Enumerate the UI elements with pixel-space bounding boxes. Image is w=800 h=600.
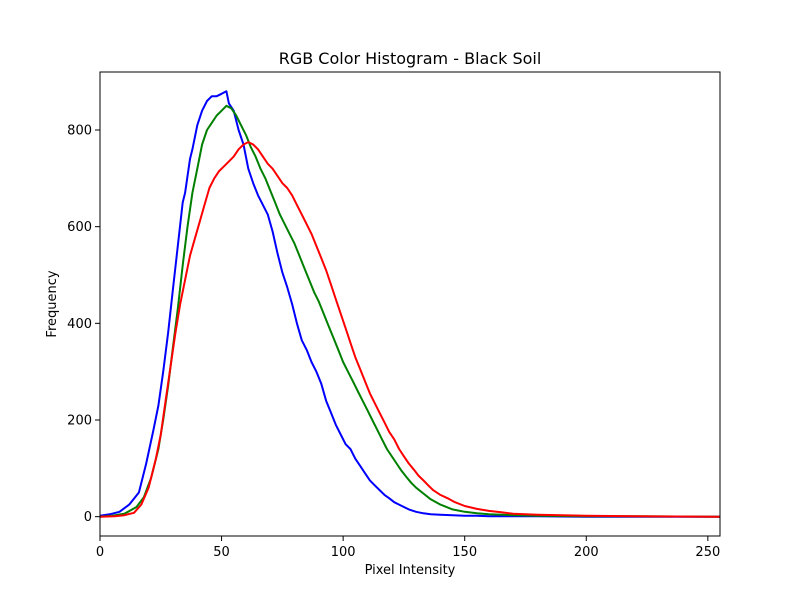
- y-axis-label: Frequency: [45, 270, 60, 337]
- blue-channel-line: [99, 90, 720, 518]
- y-tick-label: 600: [67, 220, 92, 235]
- x-axis-ticks: 0 50 100 150 200 250: [96, 536, 720, 560]
- green-channel-line: [99, 104, 721, 518]
- x-tick-label: 200: [574, 545, 599, 560]
- x-tick-label: 250: [695, 545, 720, 560]
- x-tick-label: 100: [331, 545, 356, 560]
- y-tick-label: 0: [84, 510, 92, 525]
- x-axis-label: Pixel Intensity: [365, 563, 456, 578]
- y-axis-ticks: 0 200 400 600 800: [67, 124, 100, 525]
- chart-title: RGB Color Histogram - Black Soil: [279, 49, 542, 68]
- plot-frame: [99, 71, 721, 537]
- x-tick-label: 50: [213, 545, 230, 560]
- y-tick-label: 800: [67, 124, 92, 139]
- plot-lines: [99, 90, 721, 518]
- red-channel-line: [99, 141, 721, 518]
- x-tick-label: 150: [452, 545, 477, 560]
- y-tick-label: 400: [67, 317, 92, 332]
- y-tick-label: 200: [67, 414, 92, 429]
- x-tick-label: 0: [96, 545, 104, 560]
